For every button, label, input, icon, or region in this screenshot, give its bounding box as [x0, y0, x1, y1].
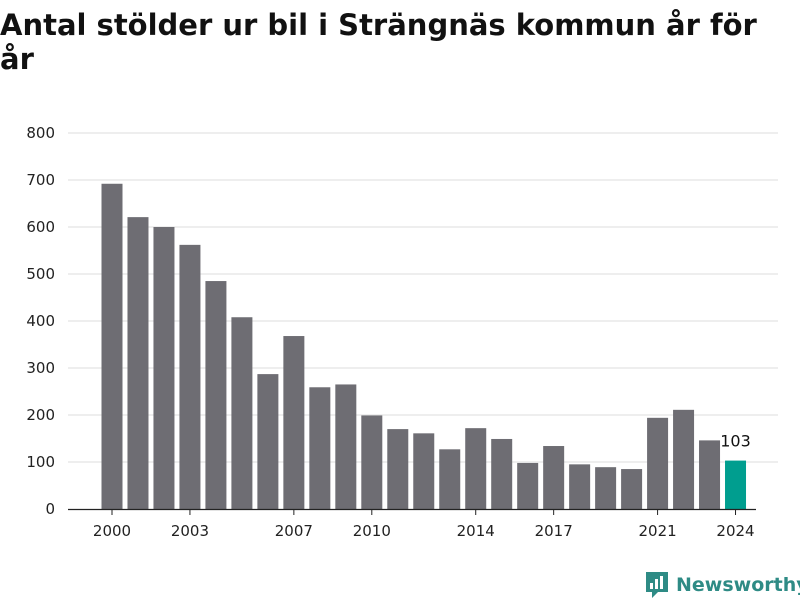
bar-2014: [465, 428, 487, 509]
bar-2003: [179, 244, 201, 510]
bar-2004: [205, 281, 227, 509]
bar-2017: [543, 446, 565, 509]
chart-title: Antal stölder ur bil i Strängnäs kommun …: [0, 8, 757, 76]
bar-2019: [595, 467, 617, 509]
x-tick-label-2017: 2017: [535, 522, 573, 540]
y-tick-label-200: 200: [26, 406, 55, 424]
y-tick-label-400: 400: [26, 312, 55, 330]
bar-2007: [283, 336, 305, 509]
x-tick-label-2021: 2021: [638, 522, 676, 540]
y-tick-label-0: 0: [45, 500, 55, 518]
y-tick-label-300: 300: [26, 359, 55, 377]
y-axis-tick-labels: 0 100 200 300 400 500 600 700 800: [26, 124, 55, 518]
y-tick-label-500: 500: [26, 265, 55, 283]
x-tick-label-2024: 2024: [716, 522, 754, 540]
bar-2001: [127, 217, 149, 509]
bar-2021: [647, 417, 669, 509]
x-tick-label-2007: 2007: [275, 522, 313, 540]
grid-lines: [68, 132, 778, 463]
newsworthy-logo-icon: [646, 572, 668, 598]
x-tick-label-2003: 2003: [171, 522, 209, 540]
brand-logo: Newsworthy: [644, 569, 800, 601]
bar-2016: [517, 462, 539, 509]
bar-2005: [231, 317, 253, 509]
bar-2015: [491, 438, 513, 509]
bar-2023: [699, 440, 721, 509]
bar-2010: [361, 415, 383, 509]
bar-2009: [335, 384, 357, 509]
y-tick-label-700: 700: [26, 171, 55, 189]
bar-2012: [413, 433, 435, 509]
bar-2020: [621, 469, 643, 509]
y-tick-label-800: 800: [26, 124, 55, 142]
x-axis-tick-labels: 2000 2003 2007 2010 2014 2017 2021 2024: [93, 509, 755, 540]
data-label-2024: 103: [720, 432, 751, 451]
bar-2002: [153, 227, 175, 509]
bar-2022: [673, 409, 695, 509]
y-tick-label-100: 100: [26, 453, 55, 471]
bar-2011: [387, 429, 409, 509]
bar-2006: [257, 374, 279, 509]
x-tick-label-2014: 2014: [457, 522, 495, 540]
x-tick-label-2000: 2000: [93, 522, 131, 540]
brand-name: Newsworthy: [676, 574, 800, 596]
bars: [101, 183, 747, 510]
y-tick-label-600: 600: [26, 218, 55, 236]
bar-2013: [439, 449, 461, 509]
data-labels: 103: [720, 432, 751, 451]
bar-2000: [101, 183, 123, 509]
bar-2024: [725, 460, 747, 509]
x-tick-label-2010: 2010: [353, 522, 391, 540]
bar-2018: [569, 464, 591, 509]
bar-2008: [309, 387, 331, 509]
